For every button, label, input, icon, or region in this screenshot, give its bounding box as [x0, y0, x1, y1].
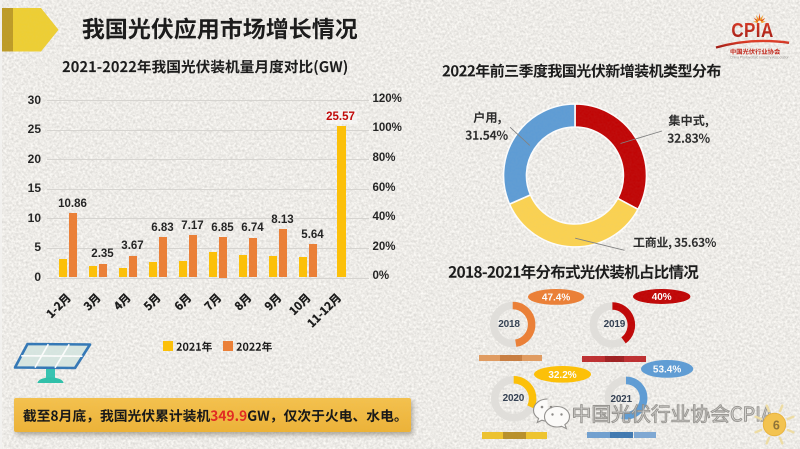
- svg-text:CPIA: CPIA: [731, 19, 773, 42]
- svg-text:32.2%: 32.2%: [549, 370, 577, 381]
- svg-text:6: 6: [773, 418, 780, 432]
- svg-text:47.4%: 47.4%: [542, 292, 570, 303]
- svg-text:53.4%: 53.4%: [653, 365, 681, 376]
- svg-text:China Photovoltaic Industry As: China Photovoltaic Industry Association: [730, 56, 789, 60]
- svg-text:40%: 40%: [651, 292, 671, 303]
